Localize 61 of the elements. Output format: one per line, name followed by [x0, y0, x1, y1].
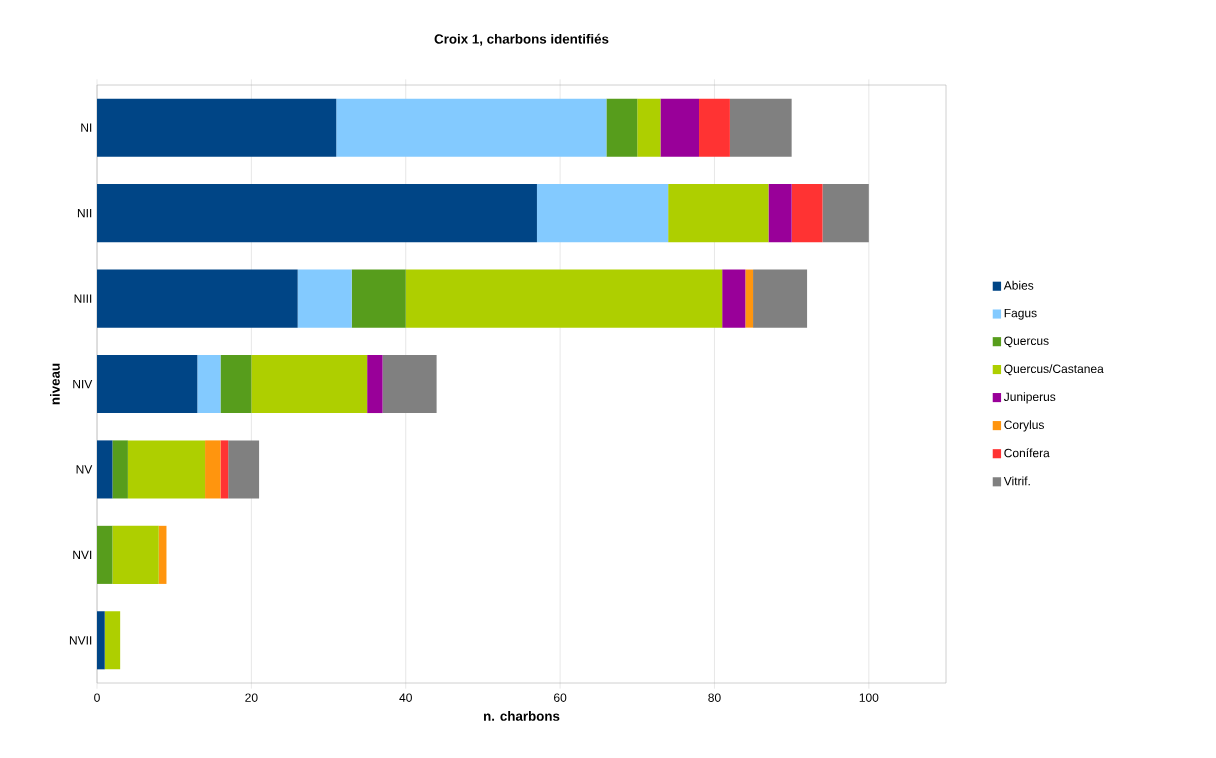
bar: [768, 184, 792, 243]
y-tick-label: NV: [76, 465, 93, 474]
legend-label: Corylus: [1004, 420, 1044, 432]
bar: [699, 98, 730, 157]
bar: [158, 525, 167, 584]
bar: [97, 98, 337, 157]
y-tick-label: NVII: [69, 636, 92, 645]
bar: [336, 98, 607, 157]
x-axis-title: n. charbons: [483, 711, 560, 721]
bar: [722, 269, 746, 328]
legend-label: Abies: [1003, 280, 1034, 290]
bar: [729, 98, 792, 157]
legend-label: Juniperus: [1003, 392, 1056, 404]
bar: [405, 269, 723, 328]
bar: [97, 269, 298, 328]
y-axis-title: niveau: [50, 363, 60, 405]
bar: [606, 98, 638, 157]
bar: [97, 440, 113, 499]
bar: [251, 354, 368, 414]
bar: [660, 98, 700, 157]
y-tick-label: NIV: [73, 379, 93, 389]
bar: [382, 354, 437, 414]
y-tick-label: NI: [81, 123, 92, 132]
y-tick-label: NII: [77, 209, 92, 218]
bar: [351, 269, 406, 328]
bar: [97, 184, 537, 243]
bar: [220, 440, 229, 499]
x-tick-label: 80: [708, 693, 721, 702]
bar: [112, 525, 159, 584]
x-tick-label: 0: [94, 693, 100, 702]
legend-label: Fagus: [1004, 308, 1037, 320]
x-tick-label: 100: [859, 693, 879, 702]
bar: [97, 525, 113, 584]
legend-label: Quercus/Castanea: [1004, 364, 1104, 376]
legend-label: Quercus: [1004, 336, 1049, 348]
bar: [197, 354, 221, 414]
bar: [297, 269, 352, 328]
bar: [104, 611, 121, 670]
bar: [668, 184, 769, 243]
x-tick-label: 60: [554, 693, 567, 702]
bar: [205, 440, 221, 499]
bar: [367, 354, 383, 414]
bar: [97, 611, 105, 670]
y-tick-label: NVI: [73, 550, 92, 559]
x-tick-label: 20: [245, 693, 258, 702]
bar: [791, 184, 823, 243]
bar: [822, 184, 869, 243]
bar: [637, 98, 661, 157]
bar: [127, 440, 206, 499]
legend-label: Vitrif.: [1003, 476, 1030, 486]
legend-label: Conífera: [1004, 448, 1050, 458]
bar: [97, 354, 198, 414]
bar: [228, 440, 260, 499]
bar: [112, 440, 128, 499]
bar: [536, 184, 669, 243]
bar: [745, 269, 754, 328]
bar: [753, 269, 808, 328]
y-tick-label: NIII: [74, 294, 92, 303]
bar: [220, 354, 252, 414]
x-tick-label: 40: [399, 693, 412, 702]
chart-title: Croix 1, charbons identifiés: [434, 33, 609, 46]
